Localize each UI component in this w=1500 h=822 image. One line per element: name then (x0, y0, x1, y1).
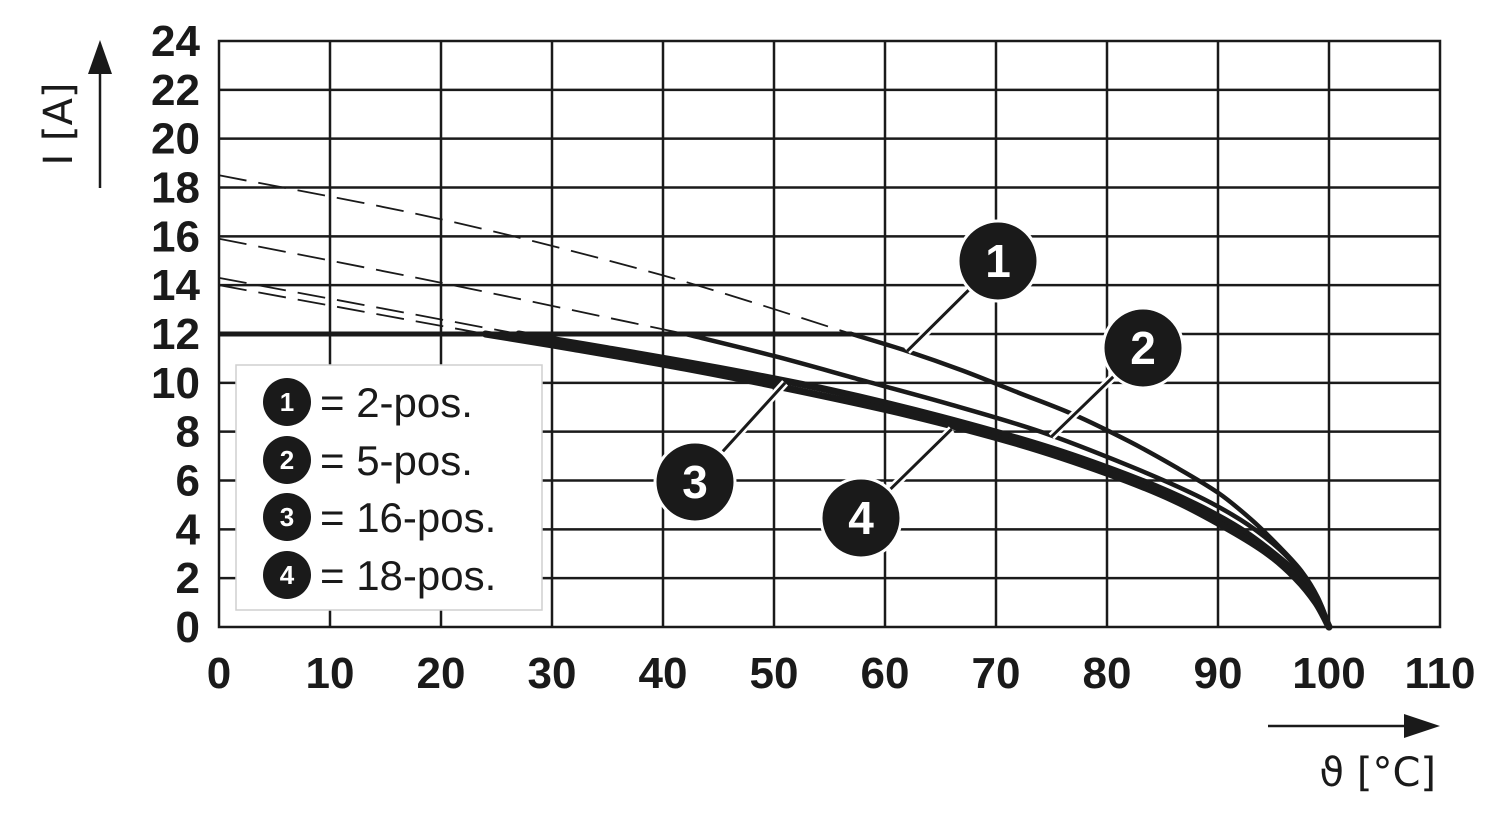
x-tick-label: 80 (1083, 649, 1132, 698)
series-3-curve (515, 330, 1333, 631)
x-tick-label: 50 (750, 649, 799, 698)
x-tick-label: 30 (528, 649, 577, 698)
callout-badge-2 (1101, 306, 1185, 390)
legend-badge-3 (263, 493, 311, 541)
y-tick-label: 16 (151, 212, 200, 261)
y-tick-label: 24 (151, 17, 200, 66)
y-tick-label: 10 (151, 359, 200, 408)
axis-arrows: I [A] ϑ [°C] (36, 40, 1440, 796)
x-tick-label: 110 (1405, 649, 1476, 698)
series-4-extrapolated (218, 284, 486, 335)
legend-label-4: = 18-pos. (320, 552, 496, 599)
x-tick-label: 10 (306, 649, 355, 698)
y-tick-label: 4 (176, 505, 201, 554)
x-tick-label: 20 (417, 649, 466, 698)
chart-curves (218, 174, 1333, 631)
x-axis-label: ϑ [°C] (1319, 750, 1436, 796)
y-tick-label: 0 (176, 603, 200, 652)
x-tick-label: 90 (1194, 649, 1243, 698)
y-tick-label: 14 (151, 261, 200, 310)
legend-label-3: = 16-pos. (320, 494, 496, 541)
series-3-extrapolated (218, 276, 519, 335)
y-tick-label: 22 (151, 66, 200, 115)
y-tick-label: 12 (151, 310, 200, 359)
curve-callouts: 1 2 3 4 (653, 219, 1185, 560)
legend-badge-number: 2 (280, 445, 294, 475)
callout-badge-3 (653, 440, 737, 524)
x-tick-label: 60 (861, 649, 910, 698)
y-axis-arrow-head (88, 40, 112, 74)
x-tick-label: 0 (207, 649, 231, 698)
x-tick-label: 40 (639, 649, 688, 698)
callout-badge-4 (819, 476, 903, 560)
x-tick-label: 100 (1292, 649, 1365, 698)
legend: 1 = 2-pos. 2 = 5-pos. 3 = 16-pos. 4 = 18-pos. (235, 364, 543, 611)
callout-number: 1 (985, 235, 1011, 287)
callout-number: 4 (848, 492, 874, 544)
x-tick-label: 70 (972, 649, 1021, 698)
callout-badge-1 (956, 219, 1040, 303)
y-tick-label: 8 (176, 408, 200, 457)
legend-label-2: = 5-pos. (320, 437, 473, 484)
legend-badge-4 (263, 551, 311, 599)
x-axis-arrow-head (1404, 714, 1440, 738)
legend-label-1: = 2-pos. (320, 379, 473, 426)
callout-number: 3 (682, 456, 708, 508)
series-4-curve (481, 330, 1333, 631)
legend-badge-number: 4 (280, 560, 295, 590)
legend-badge-number: 3 (280, 502, 294, 532)
legend-badge-2 (263, 436, 311, 484)
y-tick-label: 2 (176, 554, 200, 603)
callout-number: 2 (1130, 322, 1156, 374)
y-tick-label: 20 (151, 115, 200, 164)
series-2-extrapolated (218, 237, 686, 335)
y-tick-label: 18 (151, 164, 200, 213)
series-1-extrapolated (218, 174, 852, 335)
tick-labels: 0 10 20 30 40 50 60 70 80 90 100 110024681012141618… (151, 17, 1475, 698)
y-axis-label: I [A] (36, 82, 82, 165)
legend-badge-1 (263, 378, 311, 426)
legend-badge-number: 1 (280, 387, 294, 417)
y-tick-label: 6 (176, 457, 200, 506)
